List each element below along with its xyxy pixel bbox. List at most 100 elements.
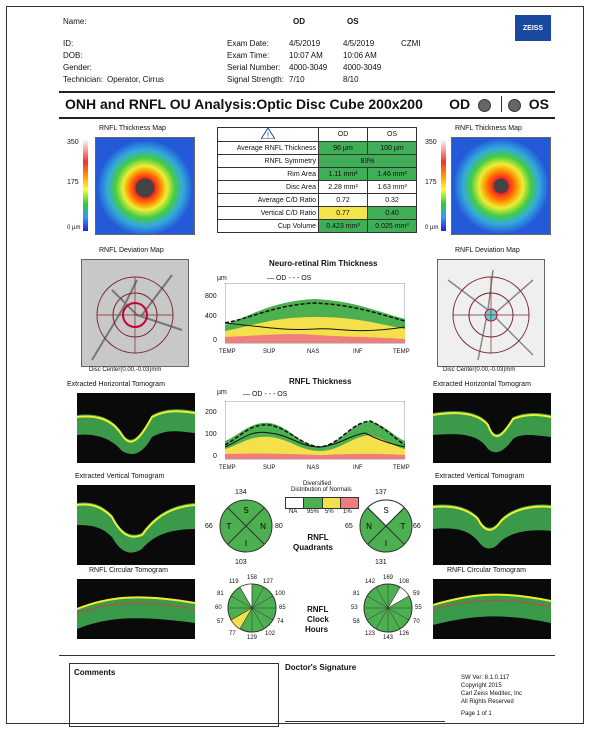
- od-quad-i: 103: [235, 559, 247, 566]
- report-page: Name: ID: DOB: Gender: Technician: Opera…: [6, 6, 584, 727]
- od-clock-value: 100: [275, 591, 286, 597]
- table-row: Average RNFL Thickness 96 µm 100 µm: [217, 141, 417, 155]
- os-value: 1.46 mm²: [367, 167, 417, 181]
- signal-label: Signal Strength:: [227, 75, 284, 84]
- table-header-od: OD: [318, 127, 368, 142]
- os-value: 1.63 mm²: [367, 180, 417, 194]
- svg-text:N: N: [260, 522, 266, 531]
- od-circular-tomogram-title: RNFL Circular Tomogram: [89, 567, 168, 574]
- od-thickness-map: [95, 137, 195, 235]
- os-quad-s: 137: [375, 489, 387, 496]
- rim-chart-unit: µm: [217, 275, 227, 282]
- od-vertical-tomogram-title: Extracted Vertical Tomogram: [75, 473, 165, 480]
- dist-label: 1%: [343, 509, 352, 515]
- od-deviation-map-title: RNFL Deviation Map: [99, 247, 164, 254]
- dist-label: 5%: [325, 509, 334, 515]
- od-serial: 4000-3049: [289, 63, 328, 72]
- od-clock-value: 60: [215, 605, 222, 611]
- rnfl-legend-od: OD: [251, 391, 263, 398]
- od-vertical-tomogram: [77, 485, 195, 565]
- os-scale-350: 350: [425, 139, 437, 146]
- svg-text:I: I: [385, 539, 387, 548]
- rnfl-chart-title: RNFL Thickness: [289, 377, 352, 386]
- dist-label: NA: [289, 509, 298, 515]
- clock-title-3: Hours: [305, 625, 329, 634]
- exam-date-label: Exam Date:: [227, 39, 269, 48]
- od-scale-0: 0 µm: [67, 225, 81, 231]
- os-thickness-map: [451, 137, 551, 235]
- os-quad-i: 131: [375, 559, 387, 566]
- od-disc-center: Disc Center(0.00,-0.03)mm: [89, 367, 162, 373]
- od-clock-value: 119: [229, 579, 239, 585]
- os-exam-date: 4/5/2019: [343, 39, 375, 48]
- os-dot-icon: [507, 98, 521, 112]
- od-clock-value: 102: [265, 631, 276, 637]
- od-value: 2.28 mm²: [318, 180, 368, 194]
- clock-title-2: Clock: [307, 615, 329, 624]
- rim-legend-od: OD: [275, 275, 287, 282]
- rnfl-xtick: TEMP: [219, 465, 236, 471]
- od-clock-value: 77: [229, 631, 236, 637]
- table-row: RNFL Symmetry 83%: [217, 154, 417, 168]
- rnfl-xtick: NAS: [307, 465, 320, 471]
- row-label: RNFL Symmetry: [217, 154, 319, 168]
- os-disc-center: Disc Center(0.00,-0.03)mm: [443, 367, 516, 373]
- title-bar: ONH and RNFL OU Analysis:Optic Disc Cube…: [59, 91, 555, 119]
- software-version: SW Ver: 8.1.0.117: [461, 675, 510, 681]
- od-dot-icon: [477, 98, 491, 112]
- technician-value: Operator, Cirrus: [107, 75, 164, 84]
- od-scale-350: 350: [67, 139, 79, 146]
- czmi: CZMI: [401, 39, 421, 48]
- svg-text:S: S: [383, 506, 388, 515]
- os-circular-tomogram-title: RNFL Circular Tomogram: [447, 567, 526, 574]
- row-label: Vertical C/D Ratio: [217, 206, 319, 220]
- company: Carl Zeiss Meditec, Inc: [461, 691, 523, 697]
- os-value: 0.40: [367, 206, 417, 220]
- od-clock-value: 74: [277, 619, 284, 625]
- od-circular-tomogram: [77, 579, 195, 639]
- rim-xtick: INF: [353, 349, 363, 355]
- rim-xtick: SUP: [263, 349, 276, 355]
- os-clock-value: 70: [413, 619, 420, 625]
- rnfl-xtick: SUP: [263, 465, 276, 471]
- od-quad-n: 80: [275, 523, 283, 530]
- rim-legend: — OD - - - OS: [267, 275, 312, 282]
- rnfl-legend-os: OS: [277, 391, 288, 398]
- os-clock-value: 123: [365, 631, 376, 637]
- eye-indicator: OD OS: [449, 96, 549, 112]
- comments-box: Comments: [69, 663, 279, 727]
- table-row: Average C/D Ratio 0.72 0.32: [217, 193, 417, 207]
- copyright: Copyright 2015: [461, 683, 502, 689]
- row-label: Rim Area: [217, 167, 319, 181]
- os-deviation-map: [437, 259, 545, 367]
- id-label: ID:: [63, 39, 74, 48]
- rim-ytick: 400: [205, 313, 217, 320]
- table-header-os: OS: [367, 127, 417, 142]
- svg-text:N: N: [366, 522, 372, 531]
- od-clock-value: 57: [217, 619, 224, 625]
- os-signal: 8/10: [343, 75, 359, 84]
- os-serial: 4000-3049: [343, 63, 382, 72]
- od-horizontal-tomogram: [77, 393, 195, 463]
- os-quad-n: 66: [413, 523, 421, 530]
- rim-xtick: TEMP: [219, 349, 236, 355]
- header-os: OS: [347, 17, 359, 26]
- svg-text:S: S: [243, 506, 248, 515]
- os-vertical-tomogram-title: Extracted Vertical Tomogram: [435, 473, 525, 480]
- rnfl-xtick: INF: [353, 465, 363, 471]
- clock-title-1: RNFL: [307, 605, 329, 614]
- technician-label: Technician:: [63, 75, 104, 84]
- rim-xtick: TEMP: [393, 349, 410, 355]
- dist-label: 95%: [307, 509, 320, 515]
- table-row: Vertical C/D Ratio 0.77 0.40: [217, 206, 417, 220]
- os-thickness-map-title: RNFL Thickness Map: [455, 125, 522, 132]
- symmetry-value: 83%: [318, 154, 417, 168]
- od-quadrant-chart: S N I T: [219, 499, 273, 553]
- os-horizontal-tomogram: [433, 393, 551, 463]
- zeiss-logo: ZEISS: [515, 15, 551, 41]
- os-clock-value: 143: [383, 635, 394, 641]
- row-label: Cup Volume: [217, 219, 319, 233]
- od-value: 96 µm: [318, 141, 368, 155]
- rnfl-ytick: 200: [205, 409, 217, 416]
- eye-os-label: OS: [528, 96, 549, 112]
